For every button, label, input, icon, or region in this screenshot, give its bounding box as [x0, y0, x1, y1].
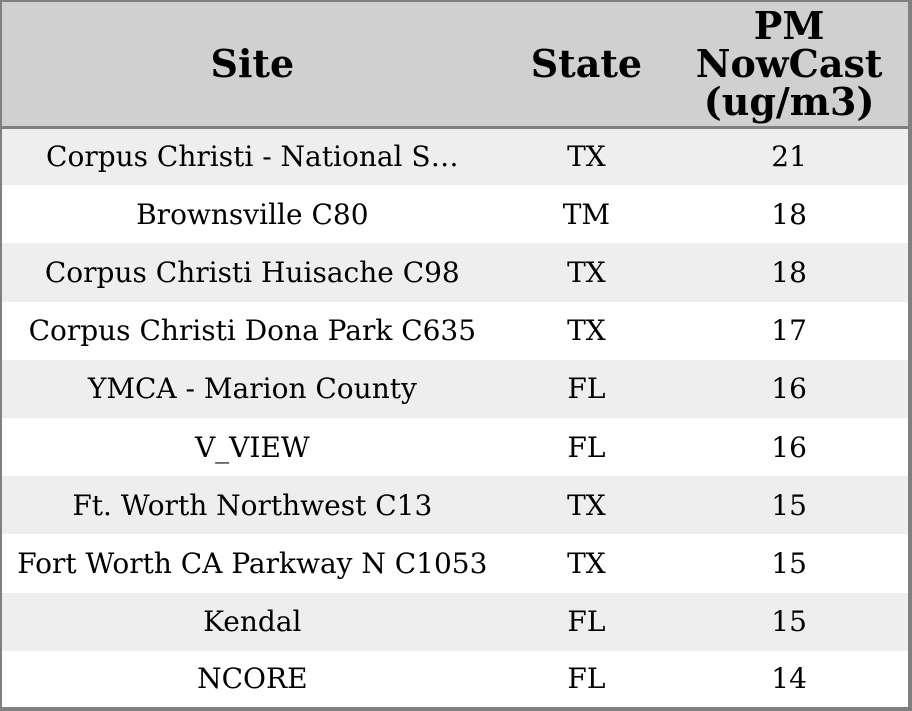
header-row: Site State PM NowCast (ug/m3)	[1, 1, 910, 129]
column-header-pm-nowcast: PM NowCast (ug/m3)	[670, 1, 910, 129]
state-cell: FL	[567, 430, 606, 464]
table-row: Corpus Christi Huisache C98 TX 18	[1, 243, 910, 302]
table-row: Ft. Worth Northwest C13 TX 15	[1, 476, 910, 535]
value-cell: 15	[771, 605, 807, 639]
state-cell: TX	[567, 488, 606, 522]
site-cell: Corpus Christi Huisache C98	[44, 255, 460, 289]
site-cell: NCORE	[197, 662, 308, 696]
value-cell: 16	[771, 372, 807, 406]
table-row: Kendal FL 15	[1, 592, 910, 651]
table-row: Corpus Christi - National S… TX 21	[1, 127, 910, 186]
site-cell: V_VIEW	[194, 430, 310, 464]
table-row: Brownsville C80 TM 18	[1, 185, 910, 244]
table-row: YMCA - Marion County FL 16	[1, 359, 910, 418]
value-cell: 18	[771, 255, 807, 289]
value-cell: 15	[771, 546, 807, 580]
state-cell: FL	[567, 372, 606, 406]
site-cell: Ft. Worth Northwest C13	[72, 488, 433, 522]
state-cell: TM	[562, 197, 611, 231]
value-cell: 18	[771, 197, 807, 231]
state-cell: TX	[567, 314, 606, 348]
site-cell: Corpus Christi Dona Park C635	[28, 314, 477, 348]
site-cell: Fort Worth CA Parkway N C1053	[17, 546, 488, 580]
state-cell: TX	[567, 255, 606, 289]
state-cell: FL	[567, 605, 606, 639]
state-cell: TX	[567, 140, 606, 174]
state-cell: FL	[567, 662, 606, 696]
table-header: Site State PM NowCast (ug/m3)	[1, 1, 910, 129]
table-row: V_VIEW FL 16	[1, 417, 910, 477]
column-header-state: State	[502, 1, 671, 129]
table-row: NCORE FL 14	[1, 650, 910, 709]
site-cell: Corpus Christi - National S…	[46, 140, 459, 174]
value-cell: 14	[771, 662, 807, 696]
value-cell: 16	[771, 430, 807, 464]
column-header-site: Site	[1, 1, 503, 129]
site-cell: YMCA - Marion County	[87, 372, 417, 406]
table-row: Corpus Christi Dona Park C635 TX 17	[1, 301, 910, 360]
value-cell: 17	[771, 314, 807, 348]
table-body: Corpus Christi - National S… TX 21 Brown…	[1, 127, 910, 709]
table-row: Fort Worth CA Parkway N C1053 TX 15	[1, 534, 910, 593]
site-cell: Brownsville C80	[136, 197, 369, 231]
value-cell: 21	[771, 140, 807, 174]
state-cell: TX	[567, 546, 606, 580]
site-cell: Kendal	[203, 605, 302, 639]
value-cell: 15	[771, 488, 807, 522]
